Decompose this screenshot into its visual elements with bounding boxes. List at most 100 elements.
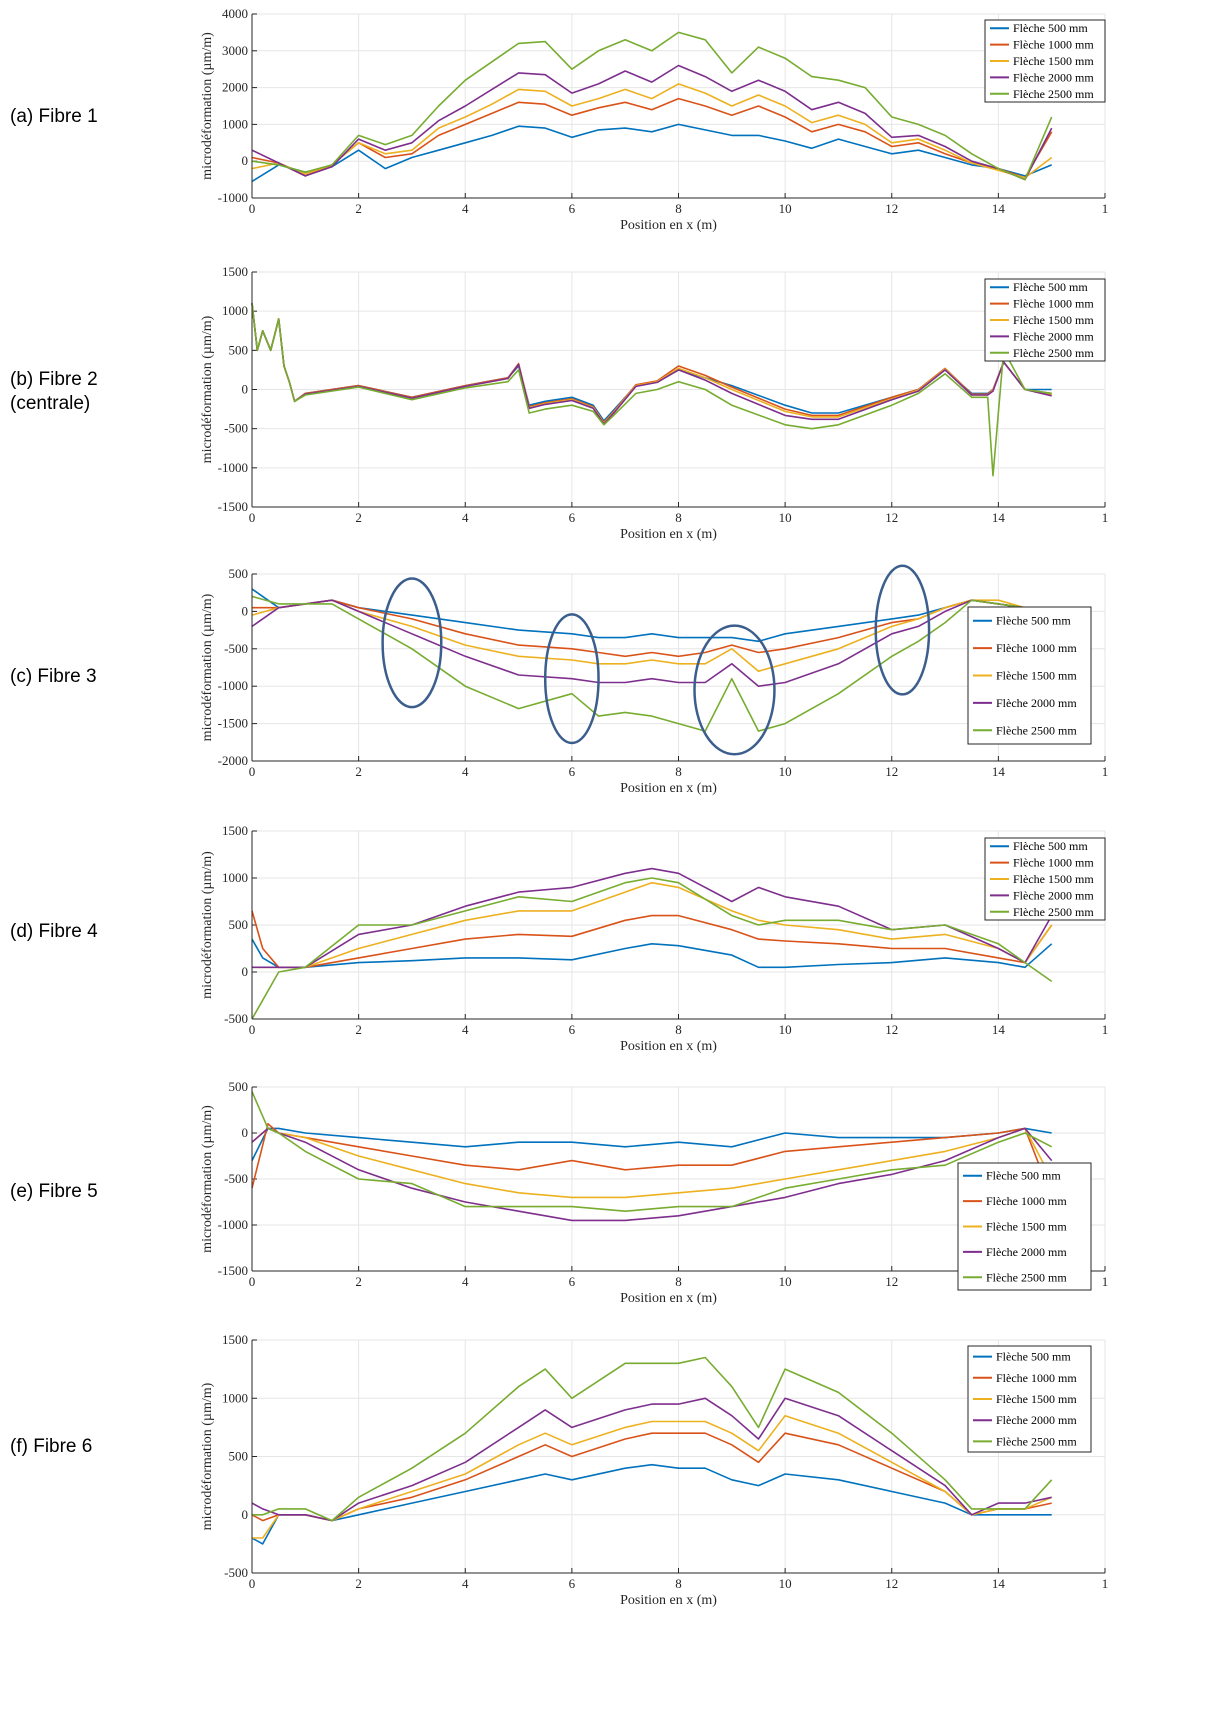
legend-entry: Flèche 1000 mm	[986, 1194, 1067, 1208]
x-tick-label: 8	[675, 1022, 682, 1037]
x-tick-label: 1	[1102, 1274, 1109, 1289]
series-line-2	[251, 97, 1053, 179]
x-tick-label: 1	[1102, 1576, 1109, 1591]
x-tick-label: 2	[355, 510, 362, 525]
x-tick-label: 1	[1102, 510, 1109, 525]
legend-entry: Flèche 500 mm	[996, 614, 1071, 628]
y-axis-label: microdéformation (µm/m)	[200, 851, 215, 999]
series-line-3	[251, 1127, 1053, 1199]
series-line-5	[251, 31, 1053, 181]
panel-label: (a) Fibre 1	[10, 106, 98, 127]
x-tick-label: 10	[779, 1274, 792, 1289]
legend: Flèche 500 mm Flèche 1000 mm Flèche 1500 m…	[984, 278, 1106, 362]
x-tick-label: 12	[885, 201, 898, 216]
x-tick-label: 10	[779, 1576, 792, 1591]
legend-entry: Flèche 1500 mm	[996, 669, 1077, 683]
legend-entry: Flèche 2500 mm	[986, 1270, 1067, 1284]
y-tick-label: 1500	[222, 264, 248, 279]
legend-entry: Flèche 1500 mm	[1013, 313, 1094, 327]
series-line-3	[252, 881, 1053, 969]
series-line-1	[251, 123, 1053, 183]
x-tick-label: 12	[885, 510, 898, 525]
panel-label: (d) Fibre 4	[10, 921, 98, 942]
x-axis-label: Position en x (m)	[620, 1593, 717, 1608]
annotation-ellipse	[874, 564, 931, 696]
panel-label: (f) Fibre 6	[10, 1436, 93, 1457]
series-line-4	[251, 599, 1053, 688]
x-tick-label: 12	[885, 1576, 898, 1591]
x-tick-label: 4	[462, 1022, 469, 1037]
y-tick-label: -500	[224, 641, 248, 656]
legend-entry: Flèche 2000 mm	[996, 696, 1077, 710]
x-tick-label: 12	[885, 764, 898, 779]
x-axis-label: Position en x (m)	[620, 527, 717, 542]
x-tick-label: 0	[249, 1022, 256, 1037]
y-tick-label: 0	[242, 382, 249, 397]
y-axis-label: microdéformation (µm/m)	[200, 1105, 215, 1253]
x-tick-label: 8	[675, 764, 682, 779]
x-tick-label: 2	[355, 201, 362, 216]
legend-entry: Flèche 2000 mm	[1013, 70, 1094, 84]
x-tick-label: 6	[569, 201, 576, 216]
annotation-ellipse	[693, 624, 776, 756]
x-tick-label: 14	[992, 201, 1006, 216]
x-tick-label: 2	[355, 764, 362, 779]
y-tick-label: 0	[242, 1507, 249, 1522]
x-tick-label: 1	[1102, 1022, 1109, 1037]
x-tick-label: 10	[779, 764, 792, 779]
x-tick-label: 6	[569, 1274, 576, 1289]
annotation-ellipse	[381, 577, 443, 709]
y-tick-label: 3000	[222, 43, 248, 58]
y-tick-label: 0	[242, 1125, 249, 1140]
y-tick-label: 500	[229, 566, 249, 581]
legend-entry: Flèche 2500 mm	[996, 723, 1077, 737]
x-tick-label: 10	[779, 1022, 792, 1037]
x-tick-label: 4	[462, 1274, 469, 1289]
legend-entry: Flèche 1500 mm	[986, 1220, 1067, 1234]
x-tick-label: 0	[249, 510, 256, 525]
y-tick-label: 500	[229, 342, 249, 357]
chart-panel-2: 0 2 4 6 8 10 12 14 1 -1500 -1000 -500 0 500 1000 1500 Po…	[200, 264, 1108, 542]
legend-entry: Flèche 1500 mm	[1013, 872, 1094, 886]
y-tick-label: -1000	[218, 460, 248, 475]
legend-entry: Flèche 2500 mm	[1013, 87, 1094, 101]
legend-entry: Flèche 1000 mm	[1013, 38, 1094, 52]
x-tick-label: 10	[779, 510, 792, 525]
y-tick-label: 0	[242, 153, 249, 168]
legend-entry: Flèche 500 mm	[1013, 839, 1088, 853]
legend-entry: Flèche 1000 mm	[996, 641, 1077, 655]
x-tick-label: 14	[992, 1576, 1006, 1591]
y-axis-label: microdéformation (µm/m)	[200, 1382, 215, 1530]
x-tick-label: 0	[249, 764, 256, 779]
x-tick-label: 12	[885, 1022, 898, 1037]
legend-entry: Flèche 1500 mm	[1013, 54, 1094, 68]
x-tick-label: 4	[462, 510, 469, 525]
x-tick-label: 6	[569, 1576, 576, 1591]
series-line-4	[251, 1127, 1053, 1222]
y-tick-label: -1000	[218, 1217, 248, 1232]
legend-entry: Flèche 2000 mm	[996, 1413, 1077, 1427]
series-line-1	[251, 938, 1053, 969]
y-tick-label: 1000	[222, 303, 248, 318]
x-tick-label: 2	[355, 1576, 362, 1591]
legend-entry: Flèche 1000 mm	[1013, 856, 1094, 870]
x-tick-label: 8	[675, 1576, 682, 1591]
y-tick-label: 1500	[222, 1332, 248, 1347]
series-line-2	[251, 910, 1053, 969]
y-tick-label: -1500	[218, 1263, 248, 1278]
series-line-5	[251, 1091, 1053, 1212]
x-axis-label: Position en x (m)	[620, 218, 717, 233]
legend: Flèche 500 mm Flèche 1000 mm Flèche 1500 m…	[957, 1162, 1092, 1291]
y-tick-label: 500	[229, 1449, 249, 1464]
legend-entry: Flèche 500 mm	[1013, 280, 1088, 294]
legend: Flèche 500 mm Flèche 1000 mm Flèche 1500 m…	[967, 1345, 1092, 1453]
legend-entry: Flèche 2500 mm	[996, 1434, 1077, 1448]
chart-panel-3: 0 2 4 6 8 10 12 14 1 -2000 -1500 -1000 -500 0 500 Posit…	[200, 564, 1108, 796]
series-line-4	[251, 64, 1053, 181]
series-line-5	[252, 1356, 1053, 1522]
legend-entry: Flèche 1000 mm	[996, 1371, 1077, 1385]
series-line-3	[251, 83, 1053, 179]
